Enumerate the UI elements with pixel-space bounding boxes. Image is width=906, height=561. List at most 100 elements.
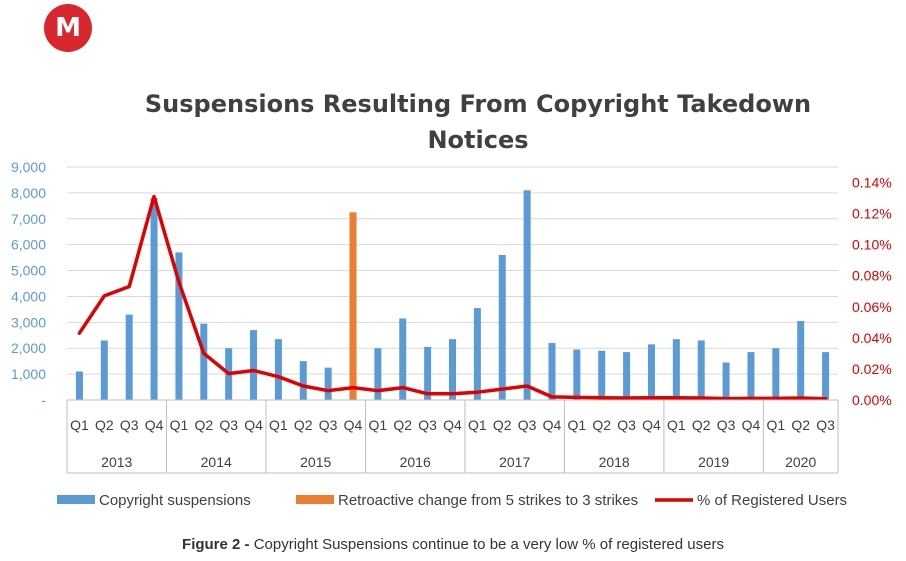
- x-quarter-label: Q3: [518, 417, 537, 433]
- x-quarter-label: Q1: [468, 417, 487, 433]
- y-left-tick-label: 5,000: [11, 263, 46, 279]
- y-left-tick-label: 2,000: [11, 340, 46, 356]
- y-left-tick-label: 7,000: [11, 211, 46, 227]
- x-quarter-label: Q4: [642, 417, 661, 433]
- y-right-tick-label: 0.08%: [852, 268, 892, 284]
- x-quarter-label: Q4: [543, 417, 562, 433]
- x-quarter-label: Q3: [717, 417, 736, 433]
- bar: [822, 352, 830, 400]
- bar: [449, 339, 456, 400]
- legend-label: Retroactive change from 5 strikes to 3 s…: [338, 492, 638, 509]
- x-quarter-label: Q1: [170, 417, 189, 433]
- bar: [100, 340, 108, 400]
- y-right-tick-label: 0.06%: [852, 299, 892, 315]
- legend-label: % of Registered Users: [697, 492, 847, 509]
- bar: [772, 348, 780, 400]
- x-quarter-label: Q1: [667, 417, 686, 433]
- x-quarter-label: Q4: [244, 417, 263, 433]
- x-year-label: 2020: [785, 454, 816, 470]
- chart-title-line-1: Suspensions Resulting From Copyright Tak…: [144, 90, 812, 118]
- x-quarter-label: Q3: [120, 417, 139, 433]
- x-quarter-label: Q4: [443, 417, 462, 433]
- bar: [548, 343, 556, 400]
- y-left-tick-label: -: [41, 392, 46, 408]
- y-left-tick-label: 1,000: [11, 366, 46, 382]
- x-quarter-label: Q1: [369, 417, 388, 433]
- y-left-tick-label: 3,000: [11, 314, 46, 330]
- x-quarter-label: Q2: [393, 417, 412, 433]
- bar: [797, 321, 805, 400]
- x-quarter-label: Q2: [95, 417, 114, 433]
- y-right-tick-label: 0.14%: [852, 175, 892, 191]
- bar: [473, 308, 481, 400]
- y-left-tick-label: 4,000: [11, 288, 46, 304]
- bar: [150, 198, 158, 400]
- bar: [175, 252, 183, 400]
- figure-caption: Figure 2 - Copyright Suspensions continu…: [0, 536, 906, 553]
- bar: [324, 367, 332, 400]
- chart-title-line-2: Notices: [427, 126, 529, 154]
- bar: [623, 352, 631, 400]
- bar: [498, 255, 506, 400]
- bar: [697, 340, 705, 400]
- x-year-label: 2016: [400, 454, 431, 470]
- x-quarter-label: Q4: [145, 417, 164, 433]
- x-quarter-label: Q1: [766, 417, 785, 433]
- y-right-tick-label: 0.04%: [852, 330, 892, 346]
- x-quarter-label: Q2: [294, 417, 313, 433]
- bar: [722, 362, 730, 400]
- y-right-tick-label: 0.00%: [852, 392, 892, 408]
- bar: [349, 212, 357, 400]
- y-left-tick-label: 6,000: [11, 237, 46, 253]
- y-right-tick-label: 0.12%: [852, 206, 892, 222]
- y-left-tick-label: 8,000: [11, 185, 46, 201]
- bar: [374, 348, 382, 400]
- y-right-tick-label: 0.10%: [852, 237, 892, 253]
- bar: [747, 352, 755, 400]
- x-quarter-label: Q3: [816, 417, 835, 433]
- bar: [399, 318, 407, 400]
- bar: [647, 344, 655, 400]
- x-year-label: 2019: [698, 454, 729, 470]
- x-quarter-label: Q2: [493, 417, 512, 433]
- bar: [125, 314, 133, 400]
- x-year-label: 2014: [201, 454, 232, 470]
- bar: [299, 361, 307, 400]
- bar: [250, 330, 258, 400]
- x-quarter-label: Q1: [568, 417, 587, 433]
- x-year-label: 2018: [599, 454, 630, 470]
- x-quarter-label: Q2: [692, 417, 711, 433]
- bar: [672, 339, 680, 400]
- logo-letter: M: [55, 13, 81, 43]
- bar: [523, 190, 531, 400]
- x-quarter-label: Q3: [418, 417, 437, 433]
- bar: [573, 349, 581, 400]
- mega-logo: M: [44, 4, 92, 52]
- x-year-label: 2013: [101, 454, 132, 470]
- x-quarter-label: Q3: [219, 417, 238, 433]
- legend-label: Copyright suspensions: [99, 492, 251, 509]
- x-quarter-label: Q4: [344, 417, 363, 433]
- x-quarter-label: Q2: [791, 417, 810, 433]
- x-quarter-label: Q3: [319, 417, 338, 433]
- x-quarter-label: Q1: [269, 417, 288, 433]
- bar: [424, 346, 432, 400]
- legend-swatch: [296, 495, 334, 504]
- legend-swatch: [57, 495, 95, 504]
- bar: [75, 371, 83, 400]
- y-right-tick-label: 0.02%: [852, 361, 892, 377]
- y-left-tick-label: 9,000: [11, 159, 46, 175]
- x-quarter-label: Q4: [742, 417, 761, 433]
- x-year-label: 2015: [300, 454, 331, 470]
- bar: [598, 350, 606, 400]
- suspensions-chart: - 1,000 2,000 3,000 4,000 5,000 6,000 7,000 8,00…: [11, 159, 892, 509]
- bar: [274, 339, 282, 400]
- chart-title: Suspensions Resulting From Copyright Tak…: [128, 86, 828, 158]
- figure-caption-label: Figure 2 -: [182, 536, 250, 553]
- x-year-label: 2017: [499, 454, 530, 470]
- line-series-registered-users: [77, 194, 828, 401]
- x-quarter-label: Q2: [194, 417, 213, 433]
- x-quarter-label: Q3: [617, 417, 636, 433]
- x-quarter-label: Q1: [70, 417, 89, 433]
- bar: [200, 323, 208, 400]
